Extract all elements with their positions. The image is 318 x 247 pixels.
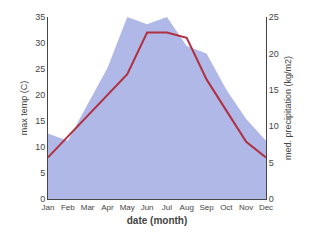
- svg-text:15: 15: [269, 85, 279, 95]
- svg-text:Jul: Jul: [162, 203, 172, 212]
- svg-text:Sep: Sep: [199, 203, 214, 212]
- svg-text:Oct: Oct: [220, 203, 233, 212]
- svg-text:May: May: [120, 203, 135, 212]
- svg-text:Nov: Nov: [239, 203, 253, 212]
- svg-text:date (month): date (month): [127, 215, 188, 226]
- svg-text:10: 10: [269, 121, 279, 131]
- svg-text:Jun: Jun: [141, 203, 154, 212]
- svg-text:5: 5: [269, 158, 274, 168]
- svg-text:Mar: Mar: [81, 203, 95, 212]
- svg-text:30: 30: [35, 38, 45, 48]
- svg-text:20: 20: [35, 90, 45, 100]
- svg-text:35: 35: [35, 12, 45, 22]
- svg-text:Aug: Aug: [180, 203, 194, 212]
- svg-text:Feb: Feb: [61, 203, 75, 212]
- svg-text:20: 20: [269, 49, 279, 59]
- svg-text:med. precipitation (kg/m2): med. precipitation (kg/m2): [283, 56, 293, 160]
- svg-text:5: 5: [40, 168, 45, 178]
- svg-text:0: 0: [269, 194, 274, 204]
- svg-text:max temp (C): max temp (C): [19, 81, 29, 136]
- svg-text:15: 15: [35, 116, 45, 126]
- svg-text:Dec: Dec: [259, 203, 273, 212]
- svg-text:25: 25: [269, 12, 279, 22]
- svg-text:10: 10: [35, 142, 45, 152]
- svg-text:Jan: Jan: [42, 203, 55, 212]
- svg-text:Apr: Apr: [101, 203, 114, 212]
- svg-text:0: 0: [40, 194, 45, 204]
- svg-text:25: 25: [35, 64, 45, 74]
